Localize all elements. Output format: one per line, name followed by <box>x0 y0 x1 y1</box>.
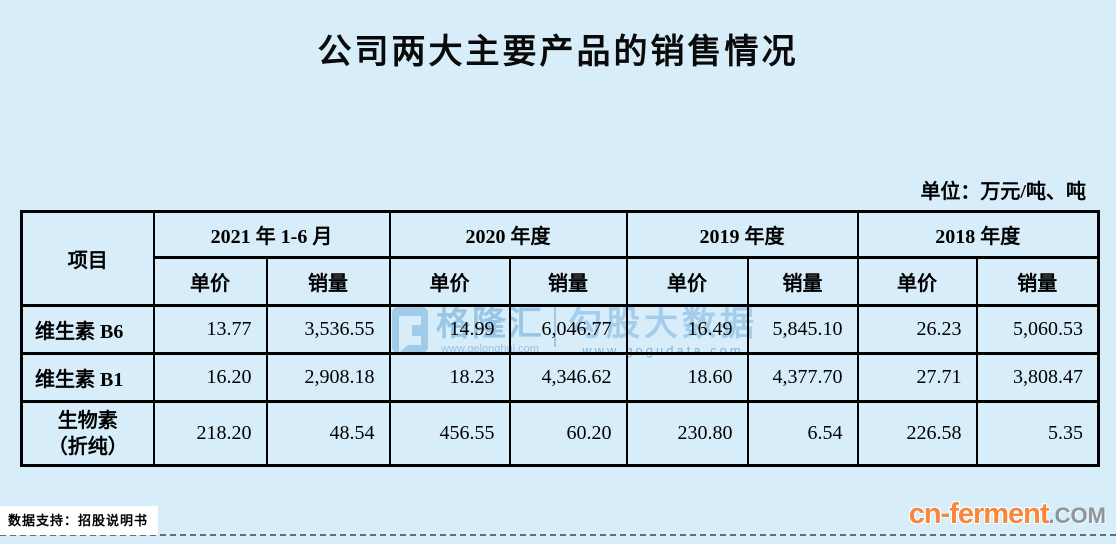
table-row-vitamin-b6: 维生素 B6 13.77 3,536.55 14.99 6,046.77 16.… <box>20 304 1100 355</box>
cell-value: 5.35 <box>975 400 1100 467</box>
cell-value: 48.54 <box>265 400 391 467</box>
cell-value: 4,377.70 <box>746 352 859 403</box>
cell-value: 26.23 <box>856 304 978 355</box>
cell-value: 5,845.10 <box>746 304 859 355</box>
row-label: 维生素 B6 <box>20 304 155 355</box>
cell-value: 18.23 <box>388 352 511 403</box>
cell-value: 3,536.55 <box>265 304 391 355</box>
cell-value: 6.54 <box>746 400 859 467</box>
cell-value: 218.20 <box>152 400 268 467</box>
cell-value: 230.80 <box>625 400 749 467</box>
unit-label: 单位：万元/吨、吨 <box>920 181 1086 203</box>
cell-value: 18.60 <box>625 352 749 403</box>
header-period-2021: 2021 年 1-6 月 <box>152 210 391 259</box>
sales-table-wrap: 格隆汇 www.gelonghui.com 勾股大数据 www.gogudata… <box>20 210 1101 467</box>
header-price-2021: 单价 <box>152 256 268 307</box>
header-item: 项目 <box>20 210 155 307</box>
header-price-2020: 单价 <box>388 256 511 307</box>
row-label: 生物素 （折纯） <box>20 400 155 467</box>
data-source-label: 数据支持：招股说明书 <box>0 506 159 535</box>
header-volume-2020: 销量 <box>508 256 628 307</box>
cell-value: 4,346.62 <box>508 352 628 403</box>
header-period-2019: 2019 年度 <box>625 210 859 259</box>
table-row-vitamin-b1: 维生素 B1 16.20 2,908.18 18.23 4,346.62 18.… <box>20 352 1100 403</box>
cell-value: 226.58 <box>856 400 978 467</box>
table-row-biotin: 生物素 （折纯） 218.20 48.54 456.55 60.20 230.8… <box>20 400 1100 467</box>
header-period-2018: 2018 年度 <box>856 210 1100 259</box>
page-title: 公司两大主要产品的销售情况 <box>317 33 799 71</box>
cell-value: 14.99 <box>388 304 511 355</box>
cell-value: 5,060.53 <box>975 304 1100 355</box>
header-volume-2021: 销量 <box>265 256 391 307</box>
row-label: 维生素 B1 <box>20 352 155 403</box>
brand-name: cn-ferment <box>908 498 1050 530</box>
brand-logo: cn-ferment.COM <box>909 498 1106 531</box>
header-volume-2019: 销量 <box>746 256 859 307</box>
cell-value: 456.55 <box>388 400 511 467</box>
header-price-2019: 单价 <box>625 256 749 307</box>
cell-value: 3,808.47 <box>975 352 1100 403</box>
header-period-2020: 2020 年度 <box>388 210 628 259</box>
sales-table: 项目 2021 年 1-6 月 2020 年度 2019 年度 2018 年度 … <box>20 210 1101 467</box>
cell-value: 60.20 <box>508 400 628 467</box>
header-volume-2018: 销量 <box>975 256 1100 307</box>
cell-value: 13.77 <box>152 304 268 355</box>
cell-value: 16.49 <box>625 304 749 355</box>
bottom-dashed-divider <box>0 534 1116 536</box>
cell-value: 6,046.77 <box>508 304 628 355</box>
cell-value: 2,908.18 <box>265 352 391 403</box>
cell-value: 27.71 <box>856 352 978 403</box>
cell-value: 16.20 <box>152 352 268 403</box>
header-price-2018: 单价 <box>856 256 978 307</box>
brand-tld: .COM <box>1048 503 1106 528</box>
